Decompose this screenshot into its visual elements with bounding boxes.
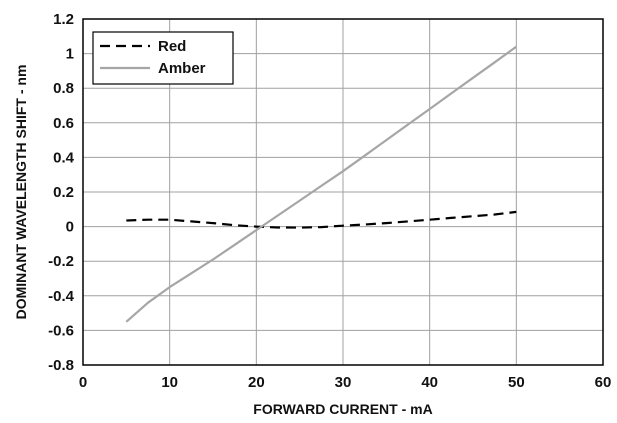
x-tick-label: 10 [161, 374, 178, 391]
legend: Red Amber [92, 31, 234, 85]
series-line-amber [125, 45, 517, 323]
y-tick-label: -0.6 [48, 322, 74, 339]
y-tick-label: 0.4 [53, 149, 75, 166]
x-tick-label: 60 [595, 374, 612, 391]
y-tick-label: -0.2 [48, 253, 74, 270]
y-tick-label: -0.8 [48, 357, 74, 374]
y-tick-label: 1 [66, 46, 74, 63]
x-tick-labels: 0 10 20 30 40 50 60 [79, 374, 612, 391]
y-tick-label: 0.2 [53, 184, 74, 201]
y-tick-label: 0.6 [53, 115, 74, 132]
series-layer [125, 45, 517, 323]
y-tick-labels: -0.8 -0.6 -0.4 -0.2 0 0.2 0.4 0.6 0.8 1 1.2 [48, 11, 75, 374]
x-tick-label: 20 [248, 374, 265, 391]
y-tick-label: 0.8 [53, 80, 74, 97]
legend-box [92, 31, 234, 85]
legend-label-amber: Amber [158, 60, 206, 77]
y-tick-label: 1.2 [53, 11, 74, 28]
y-axis-title: DOMINANT WAVELENGTH SHIFT - nm [13, 65, 29, 320]
legend-label-red: Red [158, 38, 186, 55]
x-tick-label: 30 [335, 374, 352, 391]
plot-frame [82, 18, 604, 366]
x-tick-label: 0 [79, 374, 87, 391]
x-axis-title: FORWARD CURRENT - mA [253, 401, 432, 417]
x-tick-label: 50 [508, 374, 525, 391]
x-tick-label: 40 [421, 374, 438, 391]
series-line-red [126, 210, 517, 229]
y-tick-label: -0.4 [48, 288, 75, 305]
y-tick-label: 0 [66, 219, 74, 236]
